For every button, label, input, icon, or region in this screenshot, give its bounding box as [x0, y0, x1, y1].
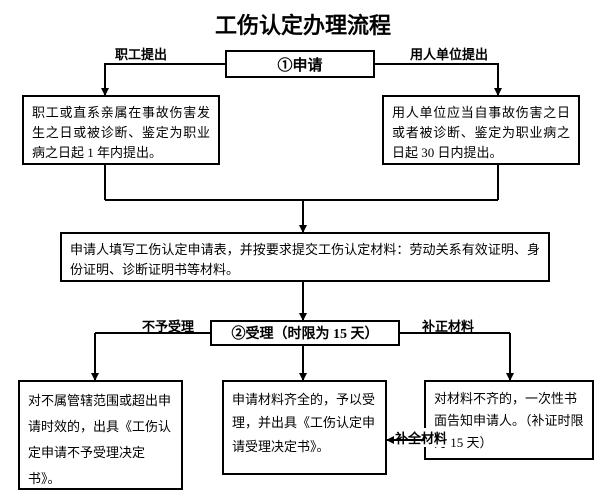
flowchart-title: 工伤认定办理流程 [0, 8, 606, 40]
node-supplement-result: 对材料不齐的，一次性书面告知申请人。（补证时限为 15 天） [424, 380, 594, 460]
label-supplement: 补正材料 [420, 316, 476, 335]
node-application-form: 申请人填写工伤认定申请表，并按要求提交工伤认定材料：劳动关系有效证明、身份证明、… [60, 232, 550, 282]
label-employer-submit: 用人单位提出 [410, 44, 488, 63]
label-supplement-all: 补全材料 [393, 428, 449, 447]
node-employee-deadline: 职工或直系亲属在事故伤害发生之日或被诊断、鉴定为职业病之日起 1 年内提出。 [22, 95, 220, 165]
label-reject: 不予受理 [140, 316, 196, 335]
node-accept-result: 申请材料齐全的，予以受理，并出具《工伤认定申请受理决定书》。 [222, 380, 387, 475]
node-employer-deadline: 用人单位应当自事故伤害之日或者被诊断、鉴定为职业病之日起 30 日内提出。 [382, 95, 580, 165]
node-reject-result: 对不属管辖范围或超出申请时效的，出具《工伤认定申请不予受理决定书》。 [18, 380, 183, 490]
node-apply: ①申请 [225, 50, 375, 78]
label-employee-submit: 职工提出 [115, 44, 167, 63]
node-accept: ②受理（时限为 15 天） [210, 320, 400, 346]
